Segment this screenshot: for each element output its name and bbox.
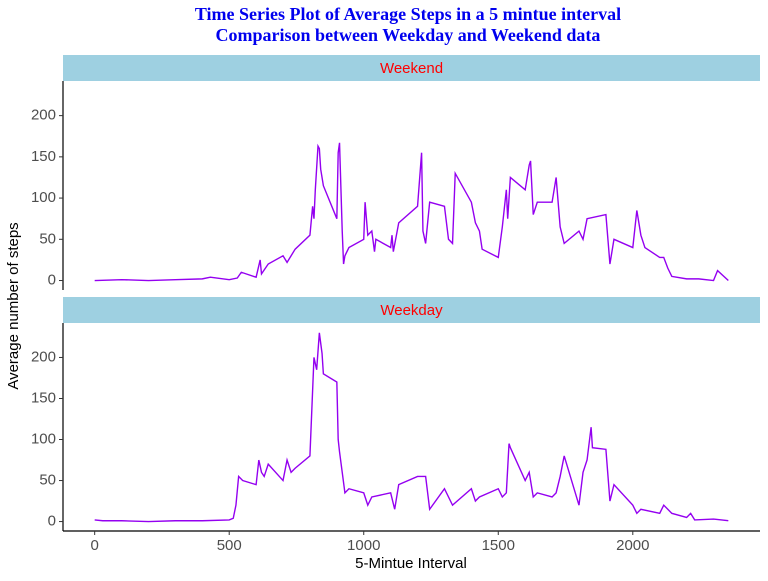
y-axis-label: Average number of steps: [5, 222, 22, 389]
facet-strip: [63, 297, 760, 323]
x-tick-label: 500: [217, 537, 242, 554]
y-tick-label: 0: [48, 271, 56, 288]
y-tick-label: 150: [31, 148, 56, 165]
facet-strip: [63, 55, 760, 81]
y-tick-label: 50: [39, 230, 56, 247]
facet-label: Weekday: [380, 302, 443, 319]
x-tick-label: 1000: [347, 537, 380, 554]
x-tick-label: 0: [91, 537, 99, 554]
y-tick-label: 150: [31, 389, 56, 406]
line-series: [94, 332, 729, 523]
y-tick-label: 100: [31, 189, 56, 206]
chart-title: Time Series Plot of Average Steps in a 5…: [195, 4, 621, 24]
x-axis-label: 5-Mintue Interval: [355, 555, 467, 572]
x-tick-label: 2000: [616, 537, 649, 554]
y-tick-label: 200: [31, 107, 56, 124]
x-tick-label: 1500: [482, 537, 515, 554]
y-tick-label: 50: [39, 472, 56, 489]
chart-subtitle: Comparison between Weekday and Weekend d…: [216, 25, 601, 45]
y-tick-label: 0: [48, 513, 56, 530]
line-series: [94, 142, 729, 282]
facet-label: Weekend: [380, 60, 443, 77]
y-tick-label: 200: [31, 348, 56, 365]
y-tick-label: 100: [31, 430, 56, 447]
